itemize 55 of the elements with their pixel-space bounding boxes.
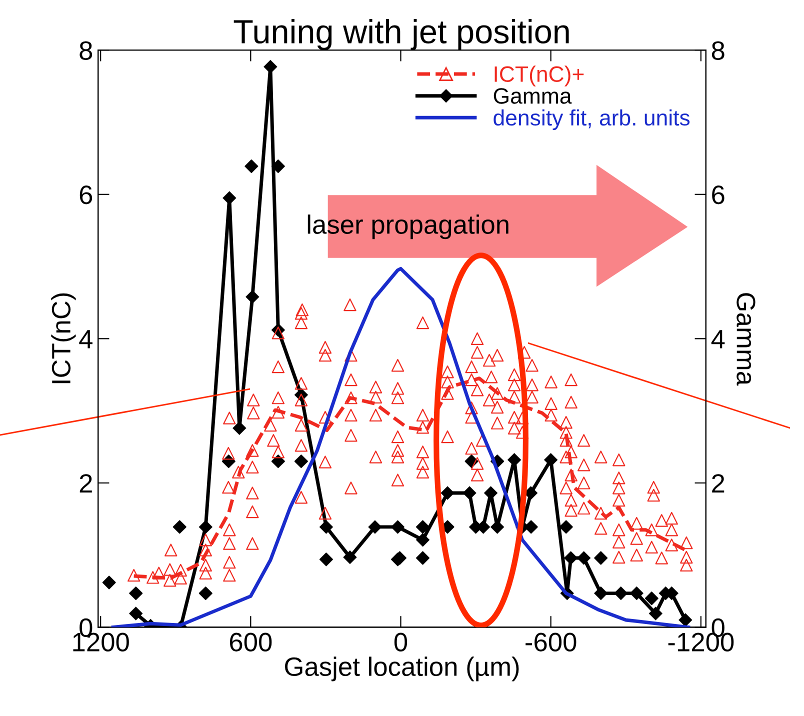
point [577, 551, 590, 565]
point [129, 606, 142, 620]
annotation: laser propagation [308, 214, 508, 240]
point [198, 586, 212, 600]
point [649, 606, 662, 620]
legend-label: ICT(nC)+ [494, 66, 584, 86]
y-axis-title: ICT(nC) [51, 293, 76, 384]
point [232, 422, 246, 435]
point [559, 520, 573, 534]
point [319, 552, 333, 566]
point [264, 60, 278, 74]
point [391, 520, 404, 534]
y2-tick-label: 2 [712, 474, 724, 493]
point [614, 586, 628, 600]
point [594, 586, 608, 600]
point [129, 586, 143, 600]
y-tick-label: 2 [80, 474, 92, 493]
point [440, 486, 454, 500]
y-tick-label: 6 [80, 186, 92, 204]
point [343, 550, 357, 564]
y2-tick-label: 8 [712, 41, 724, 60]
point [564, 551, 578, 565]
point [172, 520, 186, 534]
point [416, 520, 430, 534]
y2-tick-label: 6 [712, 186, 724, 204]
chart-title: Tuning with jet position [234, 19, 569, 50]
x-axis-title: Gasjet location (µm) [285, 656, 519, 682]
point [368, 520, 382, 534]
point [320, 520, 333, 534]
point [678, 613, 692, 627]
x-tick-label: -600 [526, 632, 576, 652]
y-tick-label: 4 [79, 330, 92, 348]
point [644, 592, 658, 606]
line-series [111, 266, 690, 628]
point [462, 486, 476, 500]
point [102, 576, 116, 590]
point [544, 453, 558, 466]
point [416, 551, 430, 565]
point [244, 159, 258, 174]
y2-axis-title: Gamma [736, 293, 756, 386]
y-tick-label: 8 [80, 41, 92, 60]
x-tick-label: 600 [230, 632, 272, 652]
point [416, 533, 430, 547]
legend-label: density fit, arb. units [494, 109, 690, 130]
point [594, 551, 608, 565]
x-tick-label: 0 [394, 632, 408, 652]
legend-label: Gamma [494, 88, 572, 104]
y2-tick-label: 4 [711, 330, 725, 348]
point [246, 290, 260, 304]
point [222, 191, 236, 205]
point [199, 520, 212, 534]
point [524, 486, 538, 500]
point [508, 453, 521, 466]
point [630, 586, 644, 600]
point [294, 454, 308, 468]
